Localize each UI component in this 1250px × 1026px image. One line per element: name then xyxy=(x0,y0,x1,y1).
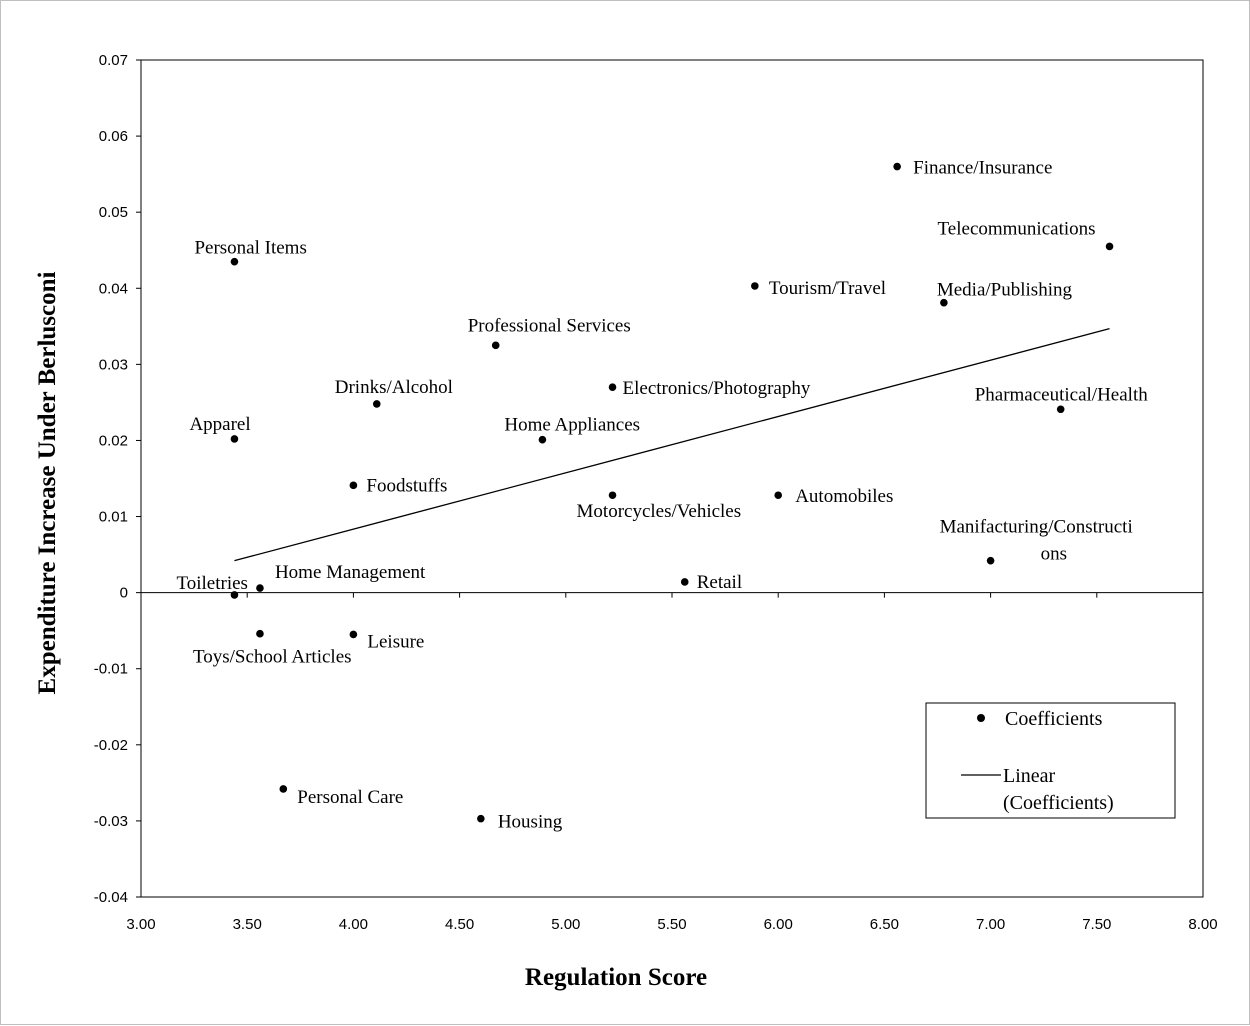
data-label: Manifacturing/Constructi xyxy=(940,517,1133,538)
data-label: Finance/Insurance xyxy=(913,158,1052,179)
data-label: Electronics/Photography xyxy=(623,378,811,399)
point-labels-layer: Finance/Insurance Telecommunications Perso… xyxy=(176,158,1148,833)
x-tick-label: 4.50 xyxy=(445,916,474,933)
data-point xyxy=(279,785,288,793)
y-tick-label: 0.06 xyxy=(99,128,128,145)
points-layer xyxy=(230,162,1114,823)
data-point xyxy=(1105,242,1114,251)
x-tick-label: 5.50 xyxy=(657,916,686,933)
x-tick-label: 3.50 xyxy=(233,916,262,933)
data-label: Toys/School Articles xyxy=(193,647,352,668)
y-tick-label: 0.02 xyxy=(99,432,128,449)
x-tick-label: 6.50 xyxy=(870,916,899,933)
data-label: Personal Items xyxy=(194,238,306,259)
data-label: Personal Care xyxy=(297,787,403,808)
data-point xyxy=(608,491,617,500)
axes-layer: 3.00 3.50 4.00 4.50 5.00 5.50 6.00 6.50 7.00 7.50… xyxy=(94,52,1218,933)
y-axis-title: Expenditure Increase Under Berlusconi xyxy=(34,271,61,694)
data-label: Toiletries xyxy=(176,573,247,594)
data-point xyxy=(751,282,759,290)
x-tick-label: 5.00 xyxy=(551,916,580,933)
data-point xyxy=(893,162,901,171)
data-label: Professional Services xyxy=(468,315,631,336)
x-tick-label: 7.50 xyxy=(1082,916,1111,933)
data-point xyxy=(986,556,995,565)
legend-label-linear: Linear xyxy=(1003,765,1056,787)
data-label: Automobiles xyxy=(795,486,893,507)
y-tick-label: -0.04 xyxy=(94,889,128,906)
data-label: Housing xyxy=(498,812,563,833)
data-label: Tourism/Travel xyxy=(769,278,886,299)
y-tick-label: -0.01 xyxy=(94,661,128,678)
legend-box xyxy=(925,702,1176,819)
data-point xyxy=(349,630,358,639)
data-point xyxy=(256,629,264,638)
data-label: Drinks/Alcohol xyxy=(335,377,453,398)
data-label: Foodstuffs xyxy=(366,475,447,496)
data-point xyxy=(477,814,485,823)
data-label: Motorcycles/Vehicles xyxy=(577,501,742,522)
data-label: Retail xyxy=(697,572,742,593)
data-label: ons xyxy=(1041,544,1067,565)
x-tick-label: 8.00 xyxy=(1188,916,1217,933)
legend-marker-coefficients xyxy=(977,714,985,722)
y-tick-label: -0.02 xyxy=(94,737,128,754)
legend-label-linear-coefficients: (Coefficients) xyxy=(1003,792,1114,814)
trendline xyxy=(234,327,1110,562)
data-point xyxy=(1056,405,1065,414)
data-point xyxy=(372,400,381,408)
legend: Coefficients Linear (Coefficients) xyxy=(925,702,1176,819)
data-label: Pharmaceutical/Health xyxy=(975,384,1149,405)
y-tick-label: 0.01 xyxy=(99,509,128,526)
x-axis-title: Regulation Score xyxy=(525,964,707,991)
data-point xyxy=(940,298,948,307)
data-label: Leisure xyxy=(367,631,424,652)
plot-area-frame xyxy=(140,59,1204,898)
trendline-layer xyxy=(234,327,1110,562)
data-point xyxy=(230,257,239,266)
data-point xyxy=(256,584,264,592)
data-point xyxy=(680,578,689,586)
data-label: Telecommunications xyxy=(938,218,1096,239)
data-point xyxy=(774,491,782,500)
data-label: Home Appliances xyxy=(504,415,640,436)
data-label: Home Management xyxy=(275,562,426,583)
x-tick-label: 7.00 xyxy=(976,916,1005,933)
y-tick-label: 0.05 xyxy=(99,204,128,221)
data-point xyxy=(349,481,358,490)
y-tick-label: 0 xyxy=(120,585,128,602)
y-tick-label: 0.07 xyxy=(99,52,128,69)
data-point xyxy=(491,341,500,350)
legend-label-coefficients: Coefficients xyxy=(1005,708,1103,730)
x-tick-label: 6.00 xyxy=(764,916,793,933)
y-tick-label: 0.04 xyxy=(99,280,128,297)
data-point xyxy=(608,383,617,391)
data-label: Apparel xyxy=(189,414,250,435)
y-tick-label: 0.03 xyxy=(99,356,128,373)
data-point xyxy=(230,435,239,443)
y-tick-label: -0.03 xyxy=(94,813,128,830)
x-tick-label: 3.00 xyxy=(126,916,155,933)
data-label: Media/Publishing xyxy=(937,280,1073,301)
data-point xyxy=(230,591,239,599)
data-point xyxy=(538,435,547,444)
x-tick-label: 4.00 xyxy=(339,916,368,933)
